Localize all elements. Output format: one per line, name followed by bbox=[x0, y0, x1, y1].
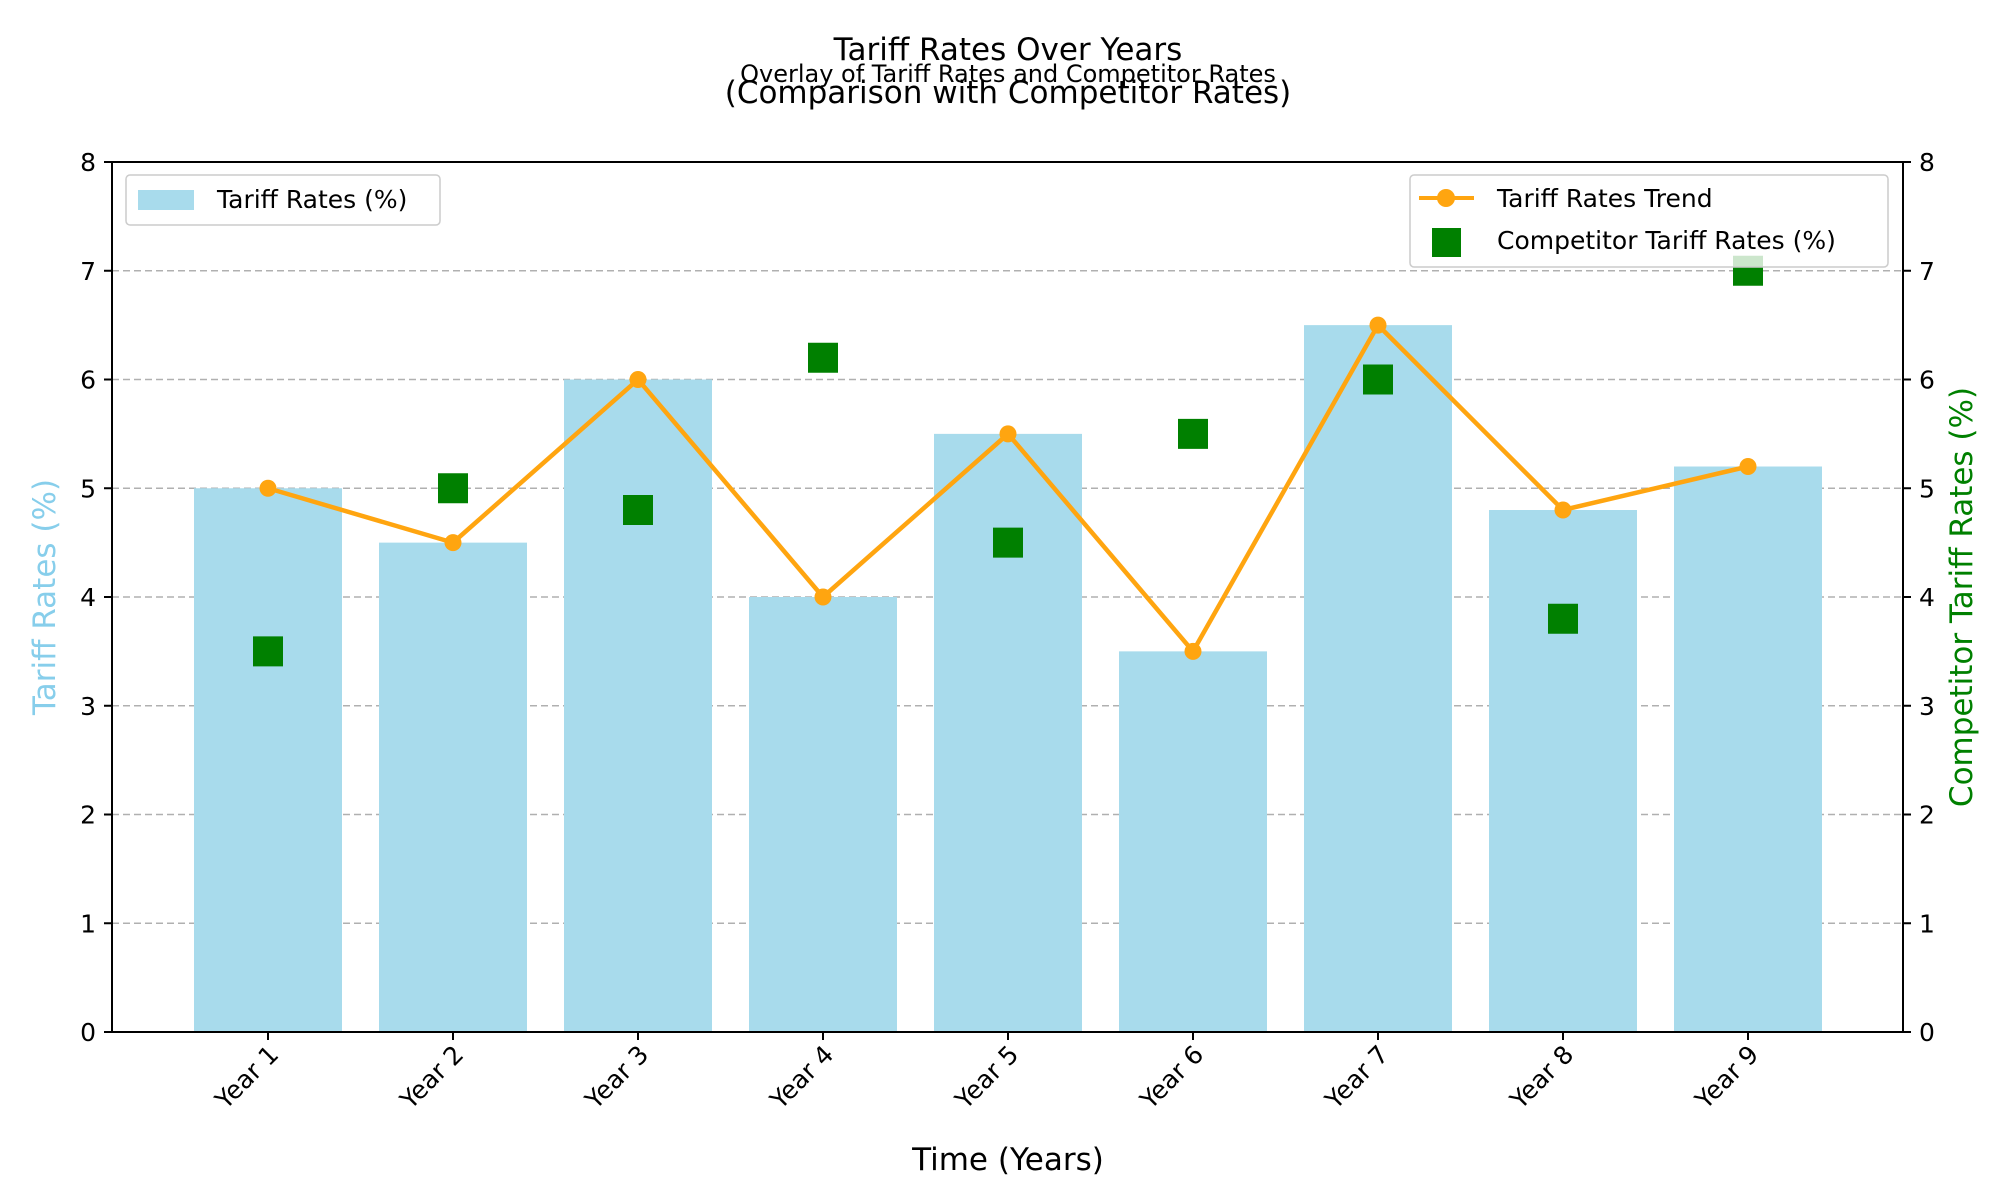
right-y-axis: 0 1 2 3 4 5 6 7 8 bbox=[1903, 148, 1935, 1047]
chart-subtitle: Overlay of Tariff Rates and Competitor R… bbox=[740, 60, 1276, 88]
trend-point bbox=[1369, 316, 1387, 334]
bar bbox=[1304, 325, 1452, 1032]
trend-point bbox=[1184, 642, 1202, 660]
bar bbox=[1674, 466, 1822, 1032]
trend-line-series bbox=[259, 316, 1757, 660]
left-y-tick-label: 2 bbox=[80, 801, 96, 830]
bar bbox=[934, 433, 1082, 1032]
trend-point bbox=[1554, 501, 1572, 519]
competitor-point bbox=[438, 473, 468, 504]
right-y-tick-label: 1 bbox=[1919, 909, 1935, 938]
trend-point bbox=[259, 479, 277, 497]
chart-title-line-2: (Comparison with Competitor Rates) bbox=[725, 75, 1292, 111]
left-y-tick-label: 8 bbox=[80, 148, 96, 177]
right-y-tick-label: 4 bbox=[1919, 583, 1935, 612]
competitor-point bbox=[993, 527, 1023, 558]
legend-competitor-marker bbox=[1432, 228, 1461, 257]
legend-left: Tariff Rates (%) bbox=[125, 174, 441, 226]
legend-right: Tariff Rates Trend Competitor Tariff Rat… bbox=[1409, 174, 1889, 268]
trend-point bbox=[444, 534, 462, 552]
competitor-scatter-series bbox=[253, 255, 1763, 667]
legend-left-box bbox=[125, 174, 441, 226]
right-y-tick-label: 7 bbox=[1919, 257, 1935, 286]
left-y-tick-label: 7 bbox=[80, 257, 96, 286]
trend-point bbox=[999, 425, 1017, 443]
competitor-point bbox=[1548, 603, 1578, 634]
legend-bar-label: Tariff Rates (%) bbox=[216, 185, 407, 214]
left-y-tick-label: 3 bbox=[80, 692, 96, 721]
legend-right-box bbox=[1409, 174, 1889, 268]
right-y-tick-label: 3 bbox=[1919, 692, 1935, 721]
x-axis-label: Time (Years) bbox=[911, 1142, 1104, 1178]
left-y-tick-label: 5 bbox=[80, 474, 96, 503]
trend-point bbox=[814, 588, 832, 606]
bar bbox=[749, 597, 897, 1032]
competitor-point bbox=[808, 342, 838, 373]
chart-title-line-1: Tariff Rates Over Years bbox=[833, 32, 1183, 68]
left-y-tick-label: 4 bbox=[80, 583, 96, 612]
competitor-point bbox=[253, 636, 283, 667]
left-y-axis: 0 1 2 3 4 5 6 7 8 bbox=[80, 148, 112, 1047]
right-y-tick-label: 6 bbox=[1919, 366, 1935, 395]
right-y-tick-label: 8 bbox=[1919, 148, 1935, 177]
bar bbox=[379, 542, 527, 1032]
legend-trend-label: Tariff Rates Trend bbox=[1496, 184, 1713, 213]
bar bbox=[1119, 651, 1267, 1032]
left-y-tick-label: 6 bbox=[80, 366, 96, 395]
competitor-point bbox=[623, 495, 653, 525]
legend-trend-marker bbox=[1437, 189, 1455, 207]
trend-point bbox=[1739, 458, 1757, 475]
right-y-axis-label: Competitor Tariff Rates (%) bbox=[1944, 387, 1980, 807]
bar bbox=[194, 488, 342, 1032]
bar-series bbox=[194, 325, 1822, 1032]
competitor-point bbox=[1178, 418, 1208, 449]
legend-bar-swatch bbox=[138, 190, 194, 210]
right-y-tick-label: 5 bbox=[1919, 474, 1935, 503]
right-y-tick-label: 0 bbox=[1919, 1018, 1935, 1047]
competitor-point bbox=[1363, 364, 1393, 395]
bar bbox=[564, 379, 712, 1032]
left-y-tick-label: 1 bbox=[80, 909, 96, 938]
legend-competitor-label: Competitor Tariff Rates (%) bbox=[1497, 226, 1836, 255]
trend-point bbox=[629, 371, 647, 388]
left-y-tick-label: 0 bbox=[80, 1018, 96, 1047]
bar bbox=[1489, 510, 1637, 1032]
right-y-tick-label: 2 bbox=[1919, 801, 1935, 830]
left-y-axis-label: Tariff Rates (%) bbox=[27, 479, 63, 716]
